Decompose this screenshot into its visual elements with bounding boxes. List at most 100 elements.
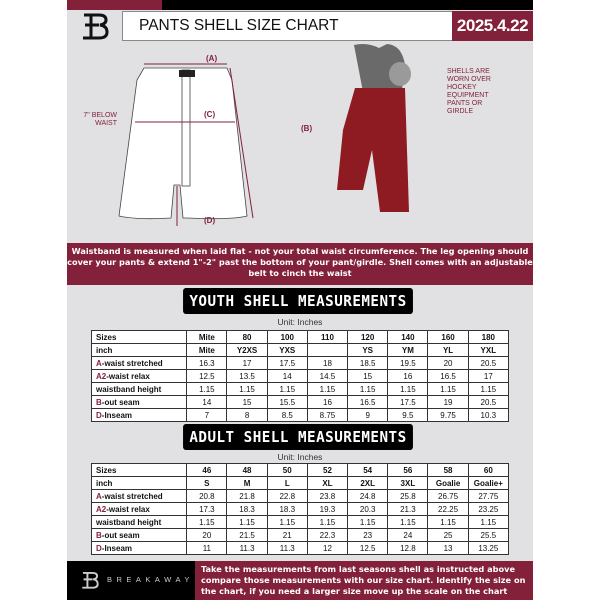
table-cell: 8 — [226, 408, 268, 422]
table-cell: 16.5 — [427, 369, 469, 383]
row-label-text: -out seam — [101, 397, 140, 407]
adult-size-table: Sizes 46 48 50 52 54 56 58 60 inch S M L XL 2XL 3XL Goal… — [90, 463, 510, 555]
table-cell: 26.75 — [427, 489, 469, 503]
table-cell: 16.3 — [186, 356, 228, 370]
table-row: D-Inseam 7 8 8.5 8.75 9 9.5 9.75 10.3 — [90, 408, 510, 422]
table-row: A-waist stretched 16.3 17 17.5 18 18.5 19.5 20 2… — [90, 356, 510, 370]
table-cell: 140 — [387, 330, 429, 344]
row-label-prefix: A — [96, 491, 102, 501]
table-cell: 18.3 — [226, 502, 268, 516]
table-cell: 15 — [347, 369, 389, 383]
table-cell: 56 — [387, 463, 429, 477]
table-cell: 15.5 — [266, 395, 308, 409]
table-cell: 19.5 — [387, 356, 429, 370]
table-cell: Mite — [186, 343, 228, 357]
table-cell: 19 — [427, 395, 469, 409]
row-label-text: inch — [96, 478, 113, 488]
adult-title: ADULT SHELL MEASUREMENTS — [183, 424, 413, 450]
label-a: (A) — [206, 54, 218, 63]
table-cell: Y2XS — [226, 343, 268, 357]
table-row: inch Mite Y2XS YXS YS YM YL YXL — [90, 343, 510, 357]
table-cell: 1.15 — [306, 382, 349, 396]
info-band: Waistband is measured when laid flat - n… — [67, 243, 533, 285]
label-b: (B) — [301, 124, 313, 133]
row-label: B-out seam — [90, 395, 188, 409]
row-label-text: -Inseam — [101, 543, 133, 553]
table-cell: M — [226, 476, 268, 490]
table-cell: 24 — [387, 528, 429, 542]
table-cell: 27.75 — [467, 489, 510, 503]
table-cell: 8.75 — [306, 408, 349, 422]
table-cell: 1.15 — [347, 382, 389, 396]
table-cell: 100 — [266, 330, 308, 344]
table-cell: 1.15 — [266, 515, 308, 529]
row-label-text: waistband height — [96, 384, 162, 394]
table-cell: 20 — [427, 356, 469, 370]
table-cell: L — [266, 476, 308, 490]
row-label-text: waistband height — [96, 517, 162, 527]
table-cell: 12 — [306, 541, 349, 555]
table-cell: 18.3 — [266, 502, 308, 516]
row-label: D-Inseam — [90, 541, 188, 555]
table-cell: 1.15 — [427, 515, 469, 529]
table-cell: 17 — [226, 356, 268, 370]
table-row: A-waist stretched 20.8 21.8 22.8 23.8 24.8 25.… — [90, 489, 510, 503]
table-cell: 1.15 — [186, 382, 228, 396]
table-row: A2-waist relax 12.5 13.5 14 14.5 15 16 16.5 17 — [90, 369, 510, 383]
table-cell: YXS — [266, 343, 308, 357]
row-label: A2-waist relax — [90, 369, 188, 383]
table-cell: 14.5 — [306, 369, 349, 383]
row-label-prefix: D — [96, 543, 102, 553]
table-cell: 22.3 — [306, 528, 349, 542]
table-cell: 48 — [226, 463, 268, 477]
youth-unit: Unit: Inches — [277, 317, 323, 327]
footer-instructions: Take the measurements from last seasons … — [195, 561, 533, 600]
table-cell: 20.5 — [467, 395, 510, 409]
brand-name: BREAKAWAY — [107, 575, 194, 584]
row-label-text: -waist stretched — [101, 358, 163, 368]
table-cell: 1.15 — [387, 515, 429, 529]
table-cell: YL — [427, 343, 469, 357]
table-cell: 12.5 — [186, 369, 228, 383]
table-row: B-out seam 14 15 15.5 16 16.5 17.5 19 20.5 — [90, 395, 510, 409]
table-cell — [306, 343, 349, 357]
size-chart-panel: PANTS SHELL SIZE CHART 2025.4.22 (A) (C)… — [67, 0, 533, 600]
table-cell: 21.3 — [387, 502, 429, 516]
table-cell: 18.5 — [347, 356, 389, 370]
table-cell: YXL — [467, 343, 510, 357]
table-cell: 9 — [347, 408, 389, 422]
row-label-text: -waist relax — [106, 504, 150, 514]
table-cell: 1.15 — [347, 515, 389, 529]
pants-diagram — [118, 44, 411, 226]
row-label-prefix: B — [96, 530, 102, 540]
table-row: Sizes 46 48 50 52 54 56 58 60 — [90, 463, 510, 477]
table-cell: 11 — [186, 541, 228, 555]
table-cell: Goalie+ — [467, 476, 510, 490]
table-cell: 1.15 — [306, 515, 349, 529]
table-cell: 14 — [186, 395, 228, 409]
row-label: inch — [90, 343, 188, 357]
row-label-text: -Inseam — [101, 410, 133, 420]
table-cell: 9.75 — [427, 408, 469, 422]
row-label: D-Inseam — [90, 408, 188, 422]
row-label: waistband height — [90, 515, 188, 529]
table-cell: 1.15 — [387, 382, 429, 396]
youth-size-table: Sizes Mite 80 100 110 120 140 160 180 inch Mite Y2X… — [90, 330, 510, 422]
table-cell: YM — [387, 343, 429, 357]
row-label: Sizes — [90, 463, 188, 477]
table-cell: 50 — [266, 463, 308, 477]
table-cell: 12.8 — [387, 541, 429, 555]
youth-title: YOUTH SHELL MEASUREMENTS — [183, 288, 413, 314]
table-cell: Goalie — [427, 476, 469, 490]
table-cell: 17 — [467, 369, 510, 383]
table-cell: 13.25 — [467, 541, 510, 555]
table-cell: 16 — [306, 395, 349, 409]
row-label-prefix: A — [96, 358, 102, 368]
table-cell: 1.15 — [226, 515, 268, 529]
table-cell: 21 — [266, 528, 308, 542]
table-cell: 18 — [306, 356, 349, 370]
table-cell: 14 — [266, 369, 308, 383]
table-cell: 46 — [186, 463, 228, 477]
table-cell: 1.15 — [266, 382, 308, 396]
table-cell: 11.3 — [226, 541, 268, 555]
